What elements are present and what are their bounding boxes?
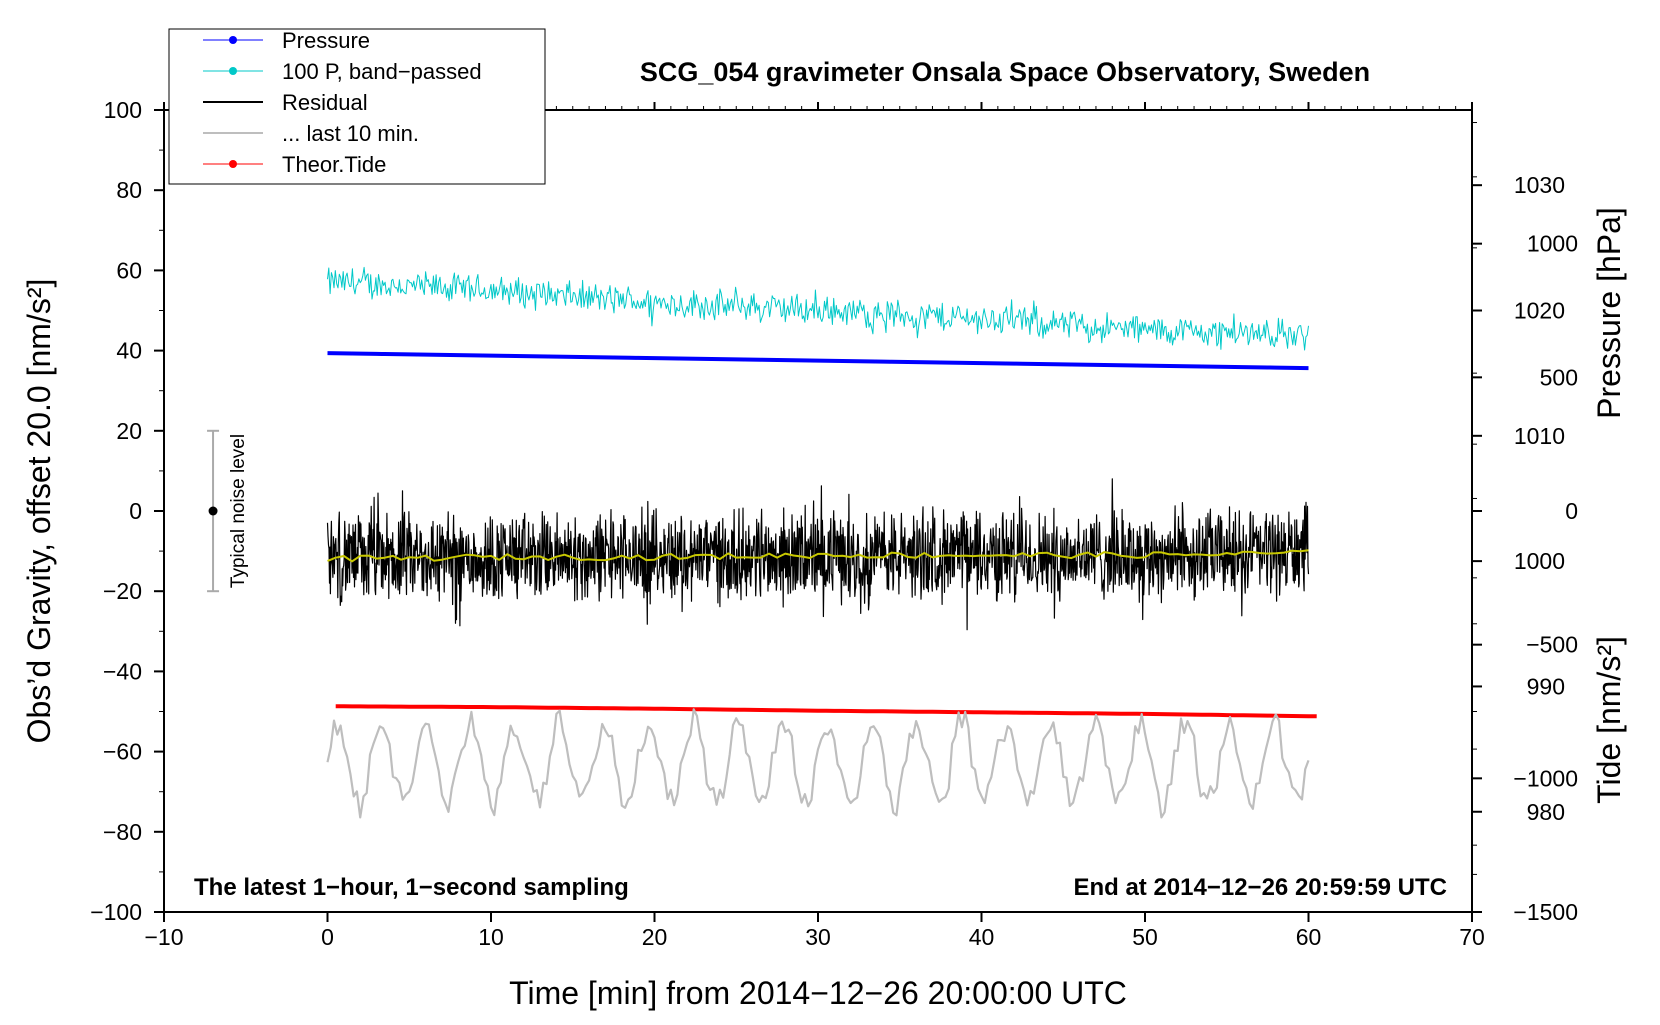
series-layer [326,266,1317,819]
y-tick-label: 80 [116,177,142,203]
y-tick-label: 20 [116,418,142,444]
y-tick-label: 0 [129,498,142,524]
ticks-layer: −10 0 10 20 30 40 50 60 70100806040200−20−40−60−… [90,97,1578,950]
legend-item: Residual [203,90,368,115]
x-tick-label: 70 [1459,924,1485,950]
y-axis-title-gravity: Obs’d Gravity, offset 20.0 [nm/s²] [21,279,57,744]
legend-label: 100 P, band−passed [282,59,482,84]
series-residual-smoothed [327,549,1309,563]
noise-level-label: Typical noise level [228,434,249,588]
y-tick-label: −20 [103,578,142,604]
series-residual [326,478,1310,631]
tide-tick-label: 500 [1540,364,1578,390]
pressure-tick-label: 980 [1527,799,1565,825]
legend-swatch-marker [229,67,237,75]
legend-item: Theor.Tide [203,152,386,177]
x-tick-label: 0 [321,924,334,950]
legend-item: Pressure [203,28,370,53]
x-tick-label: 20 [642,924,668,950]
legend-label: Residual [282,90,368,115]
y-tick-label: 40 [116,338,142,364]
y-axis-title-pressure: Pressure [hPa] [1591,207,1627,419]
chart-title: SCG_054 gravimeter Onsala Space Observat… [640,57,1370,87]
tide-tick-label: 0 [1565,498,1578,524]
annotation-end-time: End at 2014−12−26 20:59:59 UTC [1073,874,1447,901]
x-tick-label: 60 [1296,924,1322,950]
y-axis-title-tide: Tide [nm/s²] [1591,636,1627,804]
series-100-p-band-passed [327,266,1309,351]
legend-items: Pressure 100 P, band−passed Residual ... la… [203,28,482,177]
x-tick-label: 50 [1132,924,1158,950]
tide-tick-label: −1000 [1513,765,1578,791]
pressure-tick-label: 1030 [1514,172,1565,198]
y-tick-label: −40 [103,658,142,684]
legend-swatch-marker [229,36,237,44]
series-pressure [327,351,1309,371]
pressure-tick-label: 990 [1527,673,1565,699]
pressure-tick-label: 1020 [1514,298,1565,324]
y-tick-label: −100 [90,899,142,925]
y-tick-label: 100 [104,97,142,123]
legend-label: Pressure [282,28,370,53]
y-tick-label: 60 [116,257,142,283]
tide-tick-label: 1000 [1527,231,1578,257]
noise-bar-center [208,506,218,516]
series-theor-tide [335,704,1317,719]
pressure-tick-label: 1010 [1514,423,1565,449]
tide-tick-label: −500 [1526,632,1578,658]
x-tick-label: 10 [478,924,504,950]
y-tick-label: −60 [103,739,142,765]
series-last-10-min [326,708,1310,819]
legend-item: 100 P, band−passed [203,59,482,84]
pressure-tick-label: 1000 [1514,548,1565,574]
legend-item: ... last 10 min. [203,121,419,146]
x-tick-label: −10 [144,924,183,950]
tide-tick-label: −1500 [1513,899,1578,925]
legend: Pressure 100 P, band−passed Residual ... la… [168,28,546,185]
legend-box [168,28,546,185]
legend-label: Theor.Tide [282,152,386,177]
noise-bar: Typical noise level [207,429,249,593]
legend-label: ... last 10 min. [282,121,419,146]
annotation-sampling: The latest 1−hour, 1−second sampling [194,874,629,901]
y-tick-label: −80 [103,819,142,845]
x-axis-title: Time [min] from 2014−12−26 20:00:00 UTC [509,975,1127,1011]
x-tick-label: 30 [805,924,831,950]
legend-swatch-marker [229,160,237,168]
x-tick-label: 40 [969,924,995,950]
